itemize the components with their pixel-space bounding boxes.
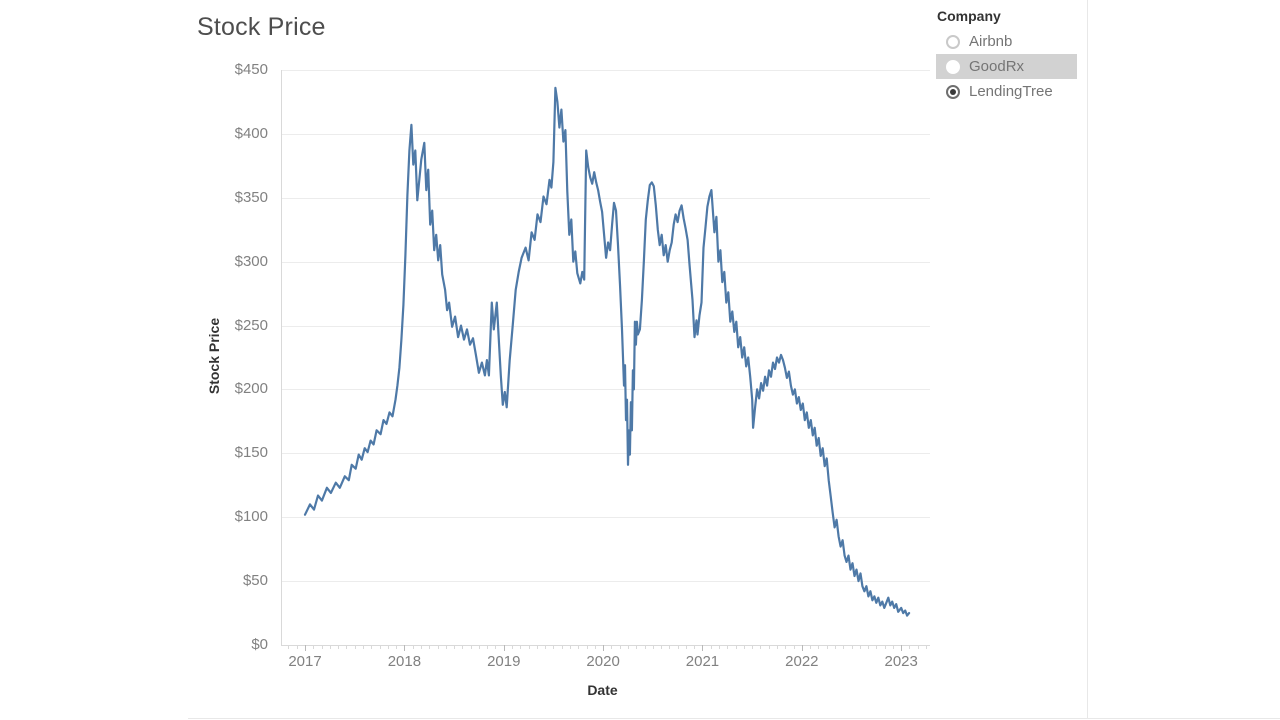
- legend-title: Company: [937, 8, 1001, 24]
- x-tick-label: 2020: [586, 653, 620, 670]
- y-tick-label: $200: [234, 380, 268, 398]
- plot-area: [281, 70, 930, 651]
- y-tick-label: $50: [242, 572, 268, 590]
- legend-item-label: Airbnb: [969, 33, 1013, 50]
- radio-selected-icon[interactable]: [946, 84, 960, 99]
- x-tick-label: 2019: [487, 653, 521, 670]
- x-tick-label: 2021: [685, 653, 720, 670]
- y-tick-label: $100: [234, 508, 268, 526]
- legend-item-label: GoodRx: [969, 58, 1025, 75]
- y-tick-label: $350: [234, 188, 268, 206]
- y-tick-label: $150: [234, 444, 268, 462]
- radio-icon[interactable]: [946, 34, 960, 49]
- legend-item-lendingtree[interactable]: LendingTree: [936, 79, 1077, 104]
- bottom-border: [188, 718, 1280, 719]
- panel-divider: [1087, 0, 1088, 719]
- y-tick-label: $400: [234, 124, 268, 142]
- chart-title: Stock Price: [197, 13, 326, 41]
- x-axis-title: Date: [587, 682, 618, 698]
- x-tick-label: 2023: [884, 653, 918, 670]
- y-tick-label: $450: [234, 61, 268, 78]
- legend-items: Airbnb GoodRx LendingTree: [936, 29, 1077, 104]
- x-tick-label: 2018: [387, 653, 422, 670]
- legend-item-airbnb[interactable]: Airbnb: [936, 29, 1077, 54]
- legend-company: Company Airbnb GoodRx LendingTree: [936, 8, 1077, 104]
- x-tick-label: 2022: [785, 653, 819, 670]
- legend-item-label: LendingTree: [969, 83, 1053, 100]
- price-line-lendingtree[interactable]: [303, 86, 911, 617]
- x-tick-label: 2017: [288, 653, 322, 670]
- y-tick-label: $250: [234, 316, 268, 334]
- y-tick-label: $0: [251, 636, 268, 653]
- y-axis-title: Stock Price: [206, 317, 222, 395]
- y-tick-label: $300: [234, 252, 268, 270]
- radio-dot: [950, 88, 956, 95]
- radio-icon[interactable]: [946, 59, 960, 74]
- legend-item-goodrx[interactable]: GoodRx: [936, 54, 1077, 79]
